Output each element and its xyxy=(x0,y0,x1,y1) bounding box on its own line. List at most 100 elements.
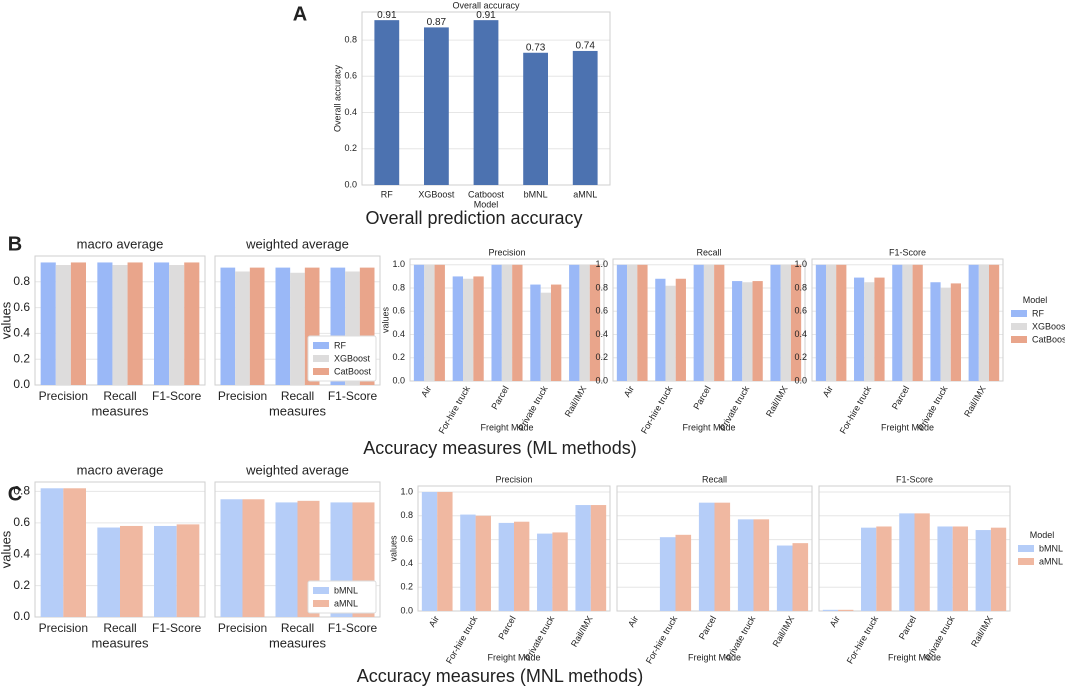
bar xyxy=(523,52,548,186)
chart-title: Overall accuracy xyxy=(452,0,520,10)
legend-swatch xyxy=(1011,310,1027,317)
x-tick-label: aMNL xyxy=(573,189,597,199)
bar xyxy=(874,277,885,381)
y-tick-label: 0.8 xyxy=(344,34,357,44)
y-tick-label: 1.0 xyxy=(794,259,807,269)
x-tick-label: F1-Score xyxy=(152,621,202,635)
x-axis-label: measures xyxy=(269,403,327,418)
chart-title: F1-Score xyxy=(896,474,933,484)
x-tick-label: Rail/IMX xyxy=(969,614,995,648)
y-tick-label: 0.6 xyxy=(400,534,413,544)
bar xyxy=(413,264,425,381)
x-tick-label: For-hire truck xyxy=(444,614,480,666)
y-tick-label: 0.0 xyxy=(595,375,608,385)
x-tick-label: Recall xyxy=(103,621,136,635)
y-tick-label: 0.2 xyxy=(13,351,30,365)
chart-title: Recall xyxy=(696,247,721,257)
chart-title: macro average xyxy=(77,236,164,251)
bar xyxy=(40,262,56,385)
bar xyxy=(790,264,802,381)
bar xyxy=(512,264,523,381)
chart-title: Precision xyxy=(488,247,525,257)
bar xyxy=(235,271,250,385)
y-axis-label: values xyxy=(0,530,13,568)
bar xyxy=(703,264,715,381)
data-label: 0.91 xyxy=(377,10,397,21)
bar xyxy=(815,264,827,381)
y-tick-label: 0.4 xyxy=(13,326,30,340)
legend-swatch xyxy=(313,342,329,349)
bar xyxy=(514,521,530,611)
x-tick-label: Precision xyxy=(39,621,88,635)
bar xyxy=(473,276,484,381)
bar xyxy=(627,264,638,381)
bar xyxy=(97,527,120,617)
y-tick-label: 0.2 xyxy=(794,352,807,362)
panel-label: C xyxy=(8,483,22,505)
y-tick-label: 0.8 xyxy=(13,274,30,288)
bar xyxy=(575,505,591,611)
legend-title: Model xyxy=(1030,530,1055,540)
y-tick-label: 0.6 xyxy=(794,306,807,316)
x-axis-label: Freight Mode xyxy=(888,652,941,662)
x-tick-label: For-hire truck xyxy=(838,384,874,436)
y-tick-label: 0.0 xyxy=(13,609,30,623)
x-tick-label: Air xyxy=(419,384,433,399)
panel-label: A xyxy=(293,3,307,25)
legend-swatch xyxy=(313,368,329,375)
x-tick-label: For-hire truck xyxy=(845,614,881,666)
bar xyxy=(770,264,781,381)
x-tick-label: Parcel xyxy=(691,384,712,411)
chart-title: macro average xyxy=(77,462,164,477)
x-tick-label: Parcel xyxy=(697,614,718,641)
y-axis-label: Overall accuracy xyxy=(332,64,342,132)
x-tick-label: Air xyxy=(622,384,636,399)
legend-swatch xyxy=(313,587,329,594)
x-tick-label: For-hire truck xyxy=(644,614,680,666)
bar xyxy=(742,282,753,381)
y-tick-label: 0.6 xyxy=(595,306,608,316)
bar xyxy=(530,284,541,381)
legend-label: bMNL xyxy=(334,585,358,595)
bar xyxy=(876,526,892,611)
bar xyxy=(988,264,1000,381)
data-label: 0.74 xyxy=(575,41,595,52)
x-tick-label: F1-Score xyxy=(328,621,378,635)
x-tick-label: F1-Score xyxy=(152,389,202,403)
legend-swatch xyxy=(1018,545,1034,552)
bar xyxy=(176,524,200,617)
legend-label: XGBoost xyxy=(334,353,371,363)
x-tick-label: Air xyxy=(626,614,640,629)
bar xyxy=(55,265,71,385)
bar xyxy=(40,488,64,617)
bar xyxy=(127,262,143,385)
chart-title: Recall xyxy=(702,474,727,484)
legend-label: CatBoost xyxy=(334,366,372,376)
bar xyxy=(112,265,128,385)
bar xyxy=(826,264,837,381)
bar xyxy=(540,292,551,381)
bar xyxy=(537,533,553,611)
bar xyxy=(753,519,770,611)
bar xyxy=(616,264,628,381)
x-tick-label: Recall xyxy=(103,389,136,403)
data-label: 0.87 xyxy=(427,17,447,28)
bar xyxy=(940,288,951,381)
x-tick-label: Precision xyxy=(218,389,267,403)
y-tick-label: 0.0 xyxy=(13,377,30,391)
bar xyxy=(838,609,854,611)
y-tick-label: 0.8 xyxy=(794,282,807,292)
legend-label: XGBoost xyxy=(1032,321,1065,331)
legend-title: Model xyxy=(1023,295,1048,305)
legend-label: RF xyxy=(334,340,346,350)
data-label: 0.91 xyxy=(476,10,496,21)
chart-title: F1-Score xyxy=(889,247,926,257)
bar xyxy=(854,277,865,381)
bar xyxy=(698,502,715,611)
x-tick-label: F1-Score xyxy=(328,389,378,403)
bar xyxy=(169,265,185,385)
bar xyxy=(590,505,607,611)
y-tick-label: 0.2 xyxy=(13,578,30,592)
legend-swatch xyxy=(1011,336,1027,343)
